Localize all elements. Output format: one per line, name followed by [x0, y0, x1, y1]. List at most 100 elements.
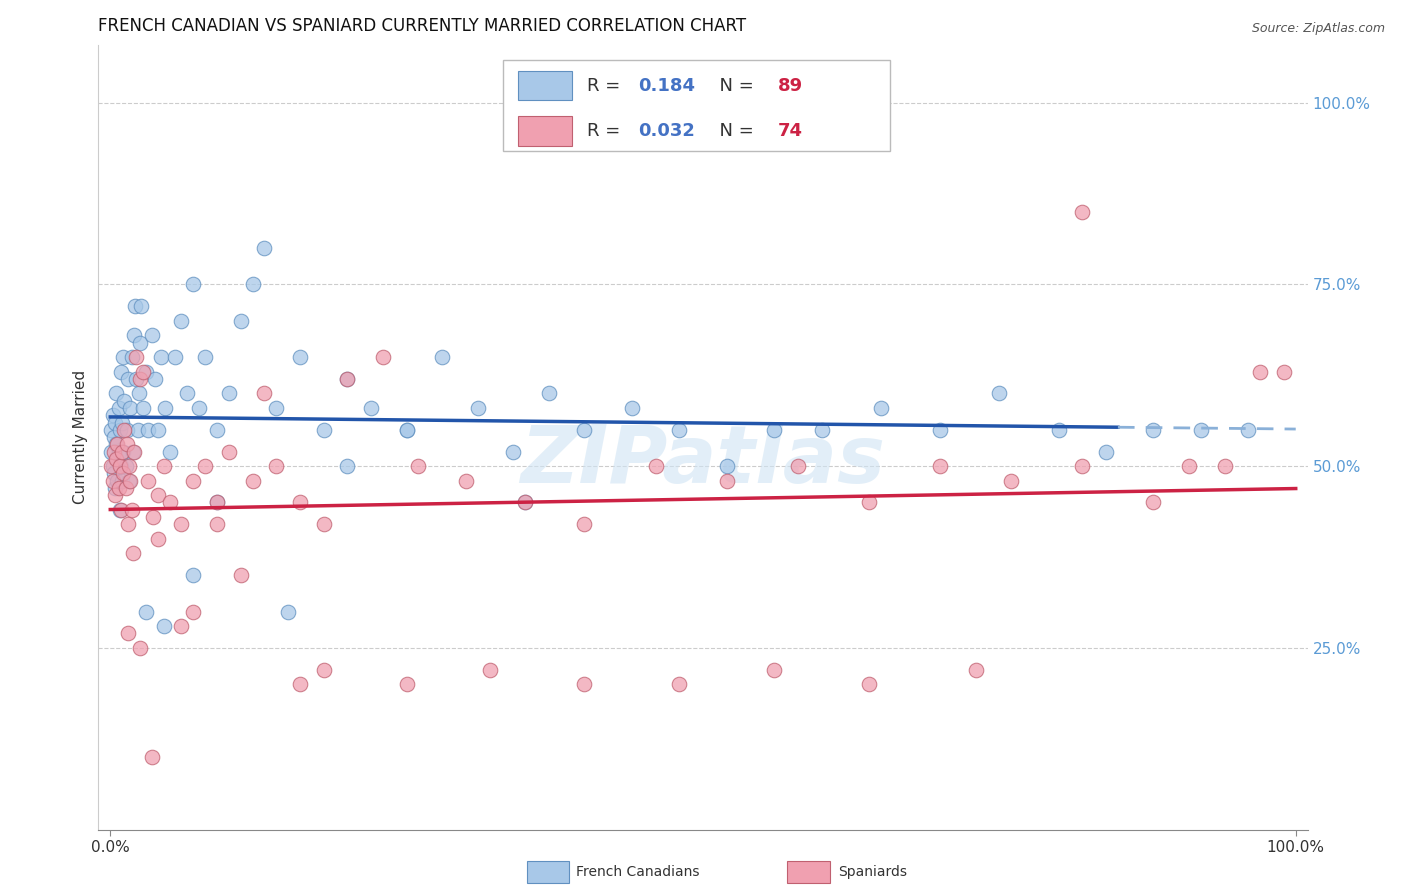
Point — [110, 502, 132, 516]
Point — [229, 314, 252, 328]
Point — [132, 365, 155, 379]
Text: 0.184: 0.184 — [638, 77, 695, 95]
Point — [101, 459, 124, 474]
Point — [574, 677, 596, 691]
Point — [1071, 204, 1094, 219]
Point — [117, 517, 139, 532]
Point — [124, 299, 146, 313]
Point — [112, 350, 135, 364]
Point — [205, 423, 228, 437]
Point — [988, 386, 1011, 401]
Point — [122, 328, 145, 343]
Point — [100, 444, 122, 458]
Point — [122, 444, 145, 458]
Point — [205, 517, 228, 532]
Point — [105, 474, 128, 488]
Point — [136, 474, 159, 488]
Point — [146, 423, 169, 437]
Point — [105, 451, 128, 466]
Point — [336, 372, 359, 386]
Point — [108, 459, 131, 474]
Point — [112, 444, 135, 458]
Point — [502, 444, 524, 458]
Point — [668, 423, 690, 437]
Point — [205, 495, 228, 509]
Point — [288, 495, 311, 509]
Point — [141, 750, 163, 764]
Point — [242, 474, 264, 488]
Point — [105, 437, 128, 451]
Point — [100, 459, 122, 474]
Point — [869, 401, 891, 415]
Point — [668, 677, 690, 691]
Point — [194, 459, 217, 474]
Point — [858, 677, 880, 691]
Text: 74: 74 — [778, 121, 803, 140]
FancyBboxPatch shape — [517, 70, 572, 101]
Text: R =: R = — [586, 121, 626, 140]
Text: N =: N = — [707, 121, 759, 140]
Point — [408, 459, 430, 474]
Point — [103, 444, 125, 458]
Point — [929, 459, 952, 474]
Point — [253, 241, 276, 255]
Point — [111, 474, 134, 488]
Text: R =: R = — [586, 77, 626, 95]
Point — [312, 423, 335, 437]
Point — [763, 423, 786, 437]
Text: Spaniards: Spaniards — [838, 865, 907, 880]
Point — [312, 517, 335, 532]
Point — [336, 372, 359, 386]
Point — [117, 372, 139, 386]
Point — [115, 437, 138, 451]
Point — [644, 459, 666, 474]
Point — [111, 416, 134, 430]
Point — [141, 328, 163, 343]
Point — [120, 474, 142, 488]
Point — [181, 605, 204, 619]
Point — [1249, 365, 1271, 379]
Text: FRENCH CANADIAN VS SPANIARD CURRENTLY MARRIED CORRELATION CHART: FRENCH CANADIAN VS SPANIARD CURRENTLY MA… — [98, 17, 747, 35]
Point — [135, 605, 157, 619]
Point — [205, 495, 228, 509]
Point — [142, 510, 165, 524]
Point — [1189, 423, 1212, 437]
FancyBboxPatch shape — [503, 61, 890, 151]
Point — [218, 444, 240, 458]
Point — [264, 401, 287, 415]
Point — [128, 386, 150, 401]
Point — [478, 663, 501, 677]
Point — [786, 459, 808, 474]
Point — [104, 481, 127, 495]
Point — [181, 568, 204, 582]
Point — [121, 502, 143, 516]
Point — [1142, 495, 1164, 509]
Point — [165, 350, 187, 364]
Point — [121, 444, 143, 458]
Point — [574, 517, 596, 532]
Point — [129, 372, 152, 386]
Point — [115, 423, 138, 437]
Point — [467, 401, 489, 415]
FancyBboxPatch shape — [517, 116, 572, 145]
Point — [118, 459, 141, 474]
Point — [288, 677, 311, 691]
Point — [858, 495, 880, 509]
Point — [395, 423, 418, 437]
Point — [242, 277, 264, 292]
Point — [152, 459, 174, 474]
Point — [360, 401, 382, 415]
Point — [1071, 459, 1094, 474]
Point — [454, 474, 477, 488]
Point — [110, 365, 132, 379]
Point — [120, 401, 142, 415]
Point — [111, 444, 134, 458]
Point — [100, 423, 122, 437]
Point — [1272, 365, 1295, 379]
Point — [1095, 444, 1118, 458]
Point — [101, 474, 124, 488]
Point — [114, 459, 136, 474]
Point — [537, 386, 560, 401]
Point — [105, 451, 128, 466]
Point — [810, 423, 832, 437]
